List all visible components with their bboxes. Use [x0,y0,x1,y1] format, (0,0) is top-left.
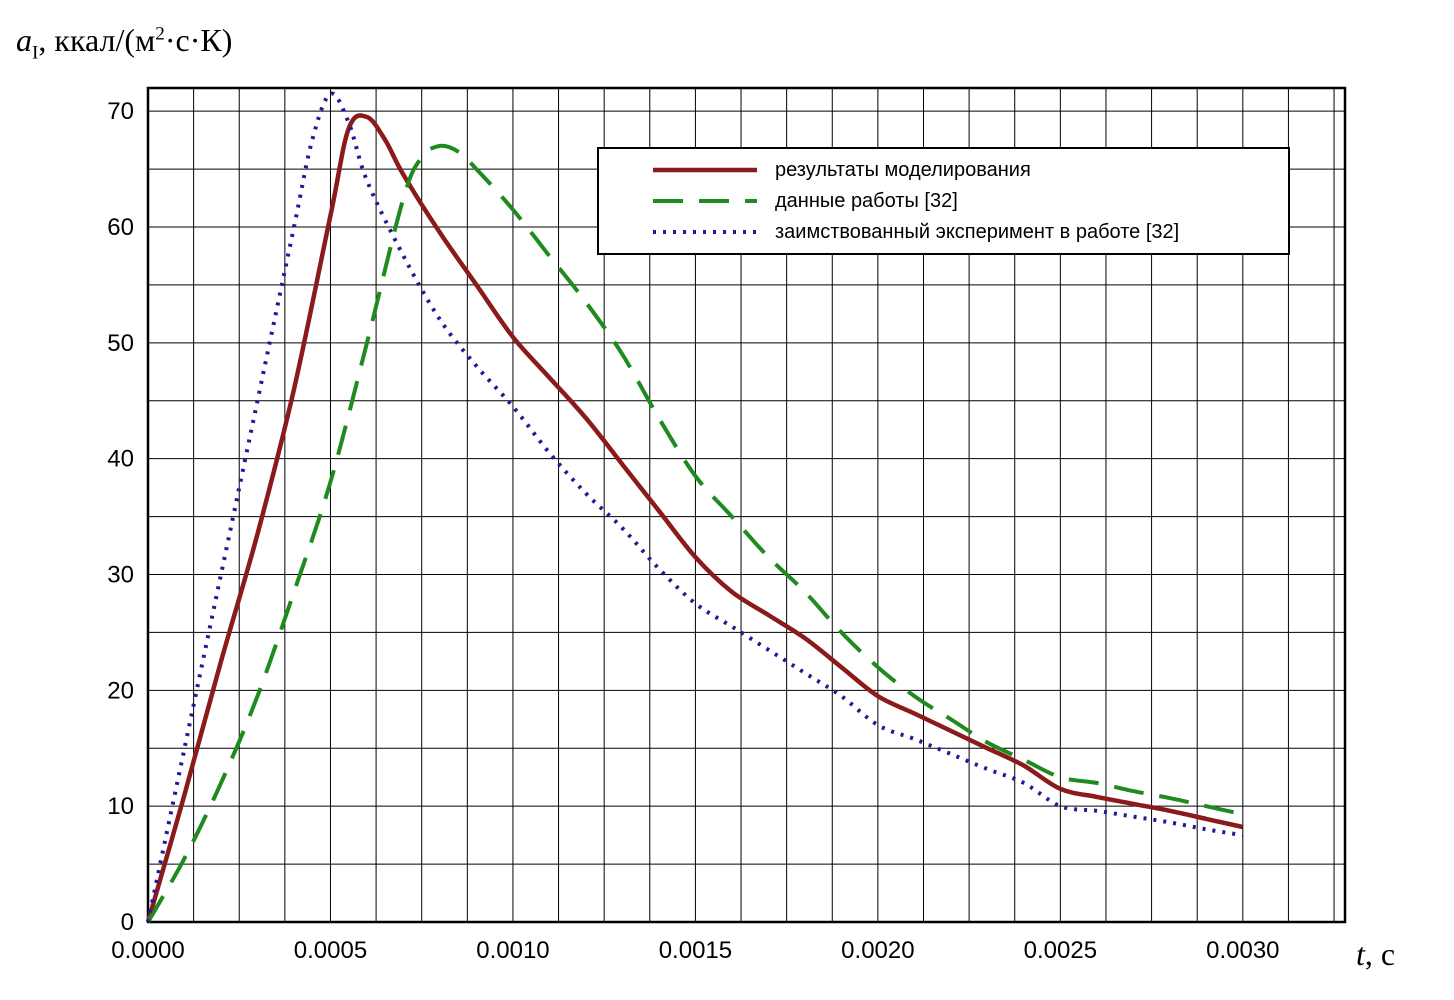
y-tick-label: 0 [121,909,134,936]
y-axis-title: aI, ккал/(м2·с·К) [16,22,232,64]
y-axis-unit-superscript: 2 [155,23,165,45]
x-tick-label: 0.0020 [841,937,914,964]
y-axis-unit-prefix: , ккал/(м [38,22,156,58]
y-tick-label: 40 [107,446,134,473]
x-tick-label: 0.0030 [1206,937,1279,964]
legend-row: заимствованный эксперимент в работе [32] [599,218,1288,246]
x-tick-label: 0.0025 [1024,937,1097,964]
y-tick-label: 50 [107,330,134,357]
legend-row: данные работы [32] [599,187,1288,215]
legend-label: заимствованный эксперимент в работе [32] [775,220,1180,243]
series-line-1 [146,143,1244,923]
legend-sample-dashed-line [653,199,757,203]
plot-frame [146,86,1347,924]
legend-label: данные работы [32] [775,189,958,212]
x-tick-label: 0.0010 [476,937,549,964]
legend-sample-solid-line [653,167,757,173]
y-tick-label: 70 [107,98,134,125]
x-tick-label: 0.0000 [111,937,184,964]
x-axis-unit: , с [1364,936,1396,972]
x-tick-label: 0.0015 [659,937,732,964]
y-tick-label: 30 [107,562,134,589]
y-axis-symbol-subscript: I [32,42,39,64]
y-tick-label: 20 [107,677,134,704]
legend: результаты моделирования данные работы [… [597,147,1290,255]
y-tick-label: 60 [107,214,134,241]
y-tick-label: 10 [107,793,134,820]
y-axis-symbol: a [16,22,32,58]
series-line-0 [145,113,1244,923]
x-tick-label: 0.0005 [294,937,367,964]
legend-sample-dotted-line [653,230,757,234]
x-axis-title: t, с [1356,936,1395,973]
legend-row: результаты моделирования [599,156,1288,184]
x-axis-symbol: t [1356,936,1365,972]
y-axis-unit-suffix: ·с·К) [164,22,233,58]
legend-label: результаты моделирования [775,158,1031,181]
